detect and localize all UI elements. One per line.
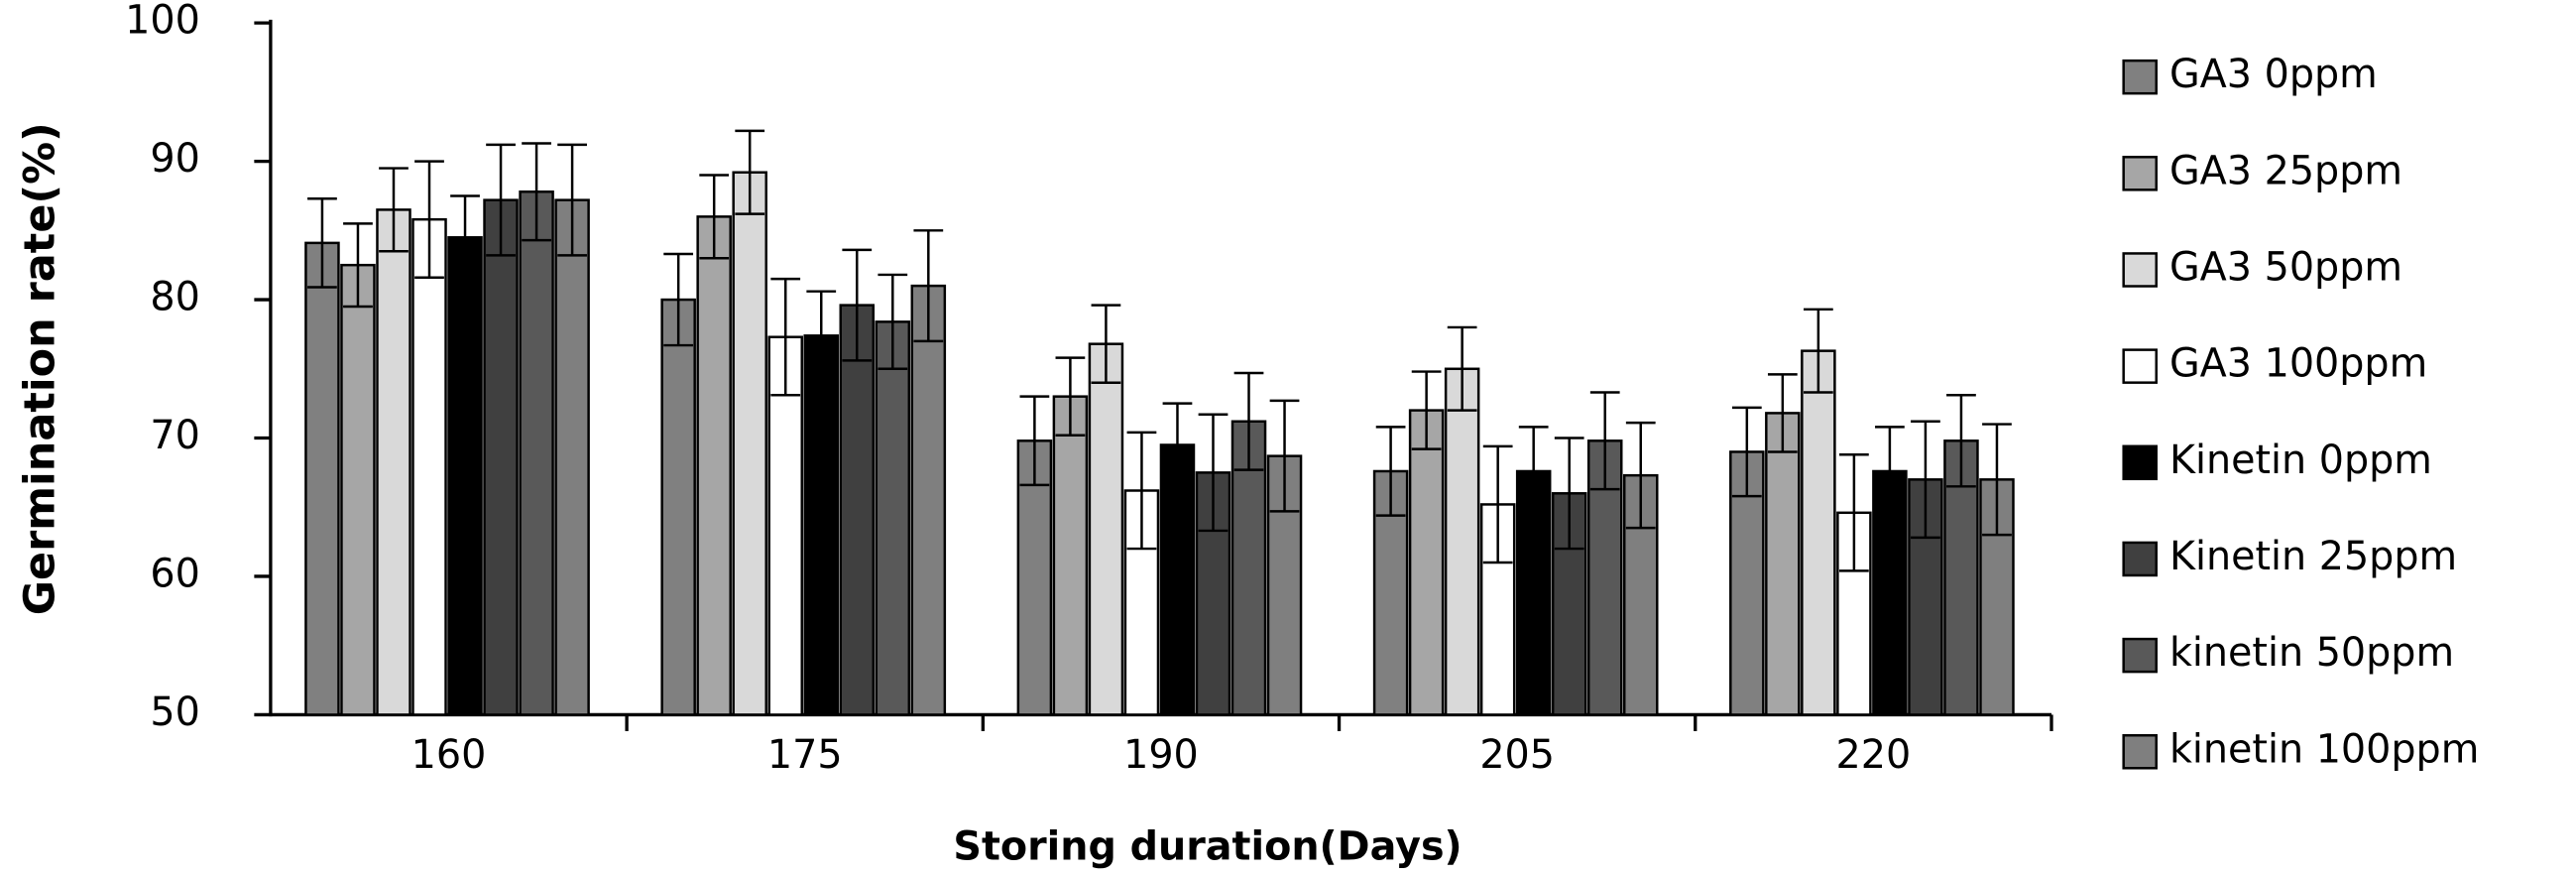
bar	[1088, 342, 1124, 716]
legend-swatch	[2122, 156, 2158, 191]
bar	[340, 263, 376, 716]
bar	[696, 215, 732, 716]
bar	[447, 236, 483, 716]
error-bar	[557, 143, 587, 257]
y-tick-label: 50	[150, 689, 199, 735]
bar	[910, 284, 947, 716]
error-bar	[1625, 421, 1656, 530]
x-tick-label: 175	[767, 732, 843, 778]
error-bar	[806, 290, 837, 382]
legend-label: GA3 50ppm	[2169, 244, 2402, 290]
bar	[803, 334, 840, 716]
error-bar	[842, 248, 873, 362]
bar	[875, 320, 911, 716]
error-bar	[1589, 391, 1620, 491]
error-bar	[522, 142, 551, 242]
error-bar	[1803, 308, 1833, 394]
error-bar	[1019, 395, 1050, 487]
y-tick-label: 90	[150, 136, 199, 182]
error-bar	[414, 160, 444, 279]
legend-label: kinetin 100ppm	[2169, 726, 2479, 772]
bar	[411, 217, 447, 716]
error-bar	[913, 229, 944, 343]
bar	[660, 298, 696, 716]
y-tick-label: 100	[125, 0, 200, 44]
bar	[1765, 412, 1801, 716]
error-bar	[1982, 423, 2012, 537]
bar	[376, 208, 411, 716]
error-bar	[1126, 431, 1157, 551]
legend-label: GA3 100ppm	[2169, 341, 2427, 387]
bar	[1159, 443, 1196, 716]
x-tick-label: 160	[411, 732, 487, 778]
error-bar	[1091, 304, 1121, 384]
error-bar	[1731, 406, 1762, 498]
legend-swatch	[2122, 637, 2158, 674]
error-bar	[1946, 394, 1976, 488]
legend-swatch	[2122, 348, 2158, 384]
error-bar	[770, 277, 801, 397]
bar	[1052, 395, 1089, 716]
error-bar	[1482, 444, 1513, 564]
x-axis-title: Storing duration(Days)	[953, 823, 1462, 869]
legend-label: Kinetin 0ppm	[2169, 438, 2432, 483]
legend-label: GA3 0ppm	[2169, 52, 2378, 97]
error-bar	[379, 167, 409, 253]
legend-label: Kinetin 25ppm	[2169, 534, 2457, 579]
legend-swatch	[2122, 444, 2158, 481]
bar	[304, 241, 340, 716]
error-bar	[486, 143, 516, 257]
bar	[1408, 409, 1445, 716]
error-bar	[663, 252, 694, 347]
error-bar	[1839, 452, 1869, 572]
legend-swatch	[2122, 59, 2158, 95]
x-tick-label: 190	[1123, 732, 1199, 778]
error-bar	[1233, 371, 1264, 471]
legend-label: kinetin 50ppm	[2169, 630, 2454, 676]
error-bar	[1911, 420, 1940, 540]
error-bar	[1269, 399, 1300, 513]
error-bar	[307, 197, 337, 289]
bar	[483, 198, 519, 716]
legend-swatch	[2122, 541, 2158, 577]
bar	[554, 198, 590, 716]
legend-swatch	[2122, 733, 2158, 770]
error-bar	[1554, 437, 1584, 551]
bar	[1836, 511, 1872, 716]
error-bar	[1447, 325, 1477, 412]
legend-label: GA3 25ppm	[2169, 148, 2402, 193]
bar	[1444, 367, 1480, 716]
x-tick-label: 220	[1836, 732, 1912, 778]
error-bar	[1162, 402, 1193, 488]
error-bar	[1518, 426, 1549, 517]
legend-swatch	[2122, 252, 2158, 288]
error-bar	[1198, 413, 1229, 533]
error-bar	[1375, 426, 1406, 517]
error-bar	[1767, 373, 1798, 453]
bar	[1801, 349, 1836, 716]
error-bar	[735, 129, 765, 215]
error-bar	[699, 174, 730, 260]
error-bar	[343, 222, 373, 309]
y-axis-title: Germination rate(%)	[16, 122, 65, 615]
error-bar	[1875, 426, 1905, 517]
error-bar	[1411, 370, 1442, 450]
error-bar	[450, 194, 480, 281]
y-tick-label: 80	[150, 275, 199, 320]
error-bar	[878, 273, 908, 371]
y-tick-label: 60	[150, 551, 199, 596]
x-tick-label: 205	[1479, 732, 1555, 778]
bar	[732, 171, 767, 716]
bar	[839, 304, 876, 716]
error-bar	[1055, 356, 1086, 437]
y-tick-label: 70	[150, 413, 199, 458]
bar	[519, 190, 554, 716]
